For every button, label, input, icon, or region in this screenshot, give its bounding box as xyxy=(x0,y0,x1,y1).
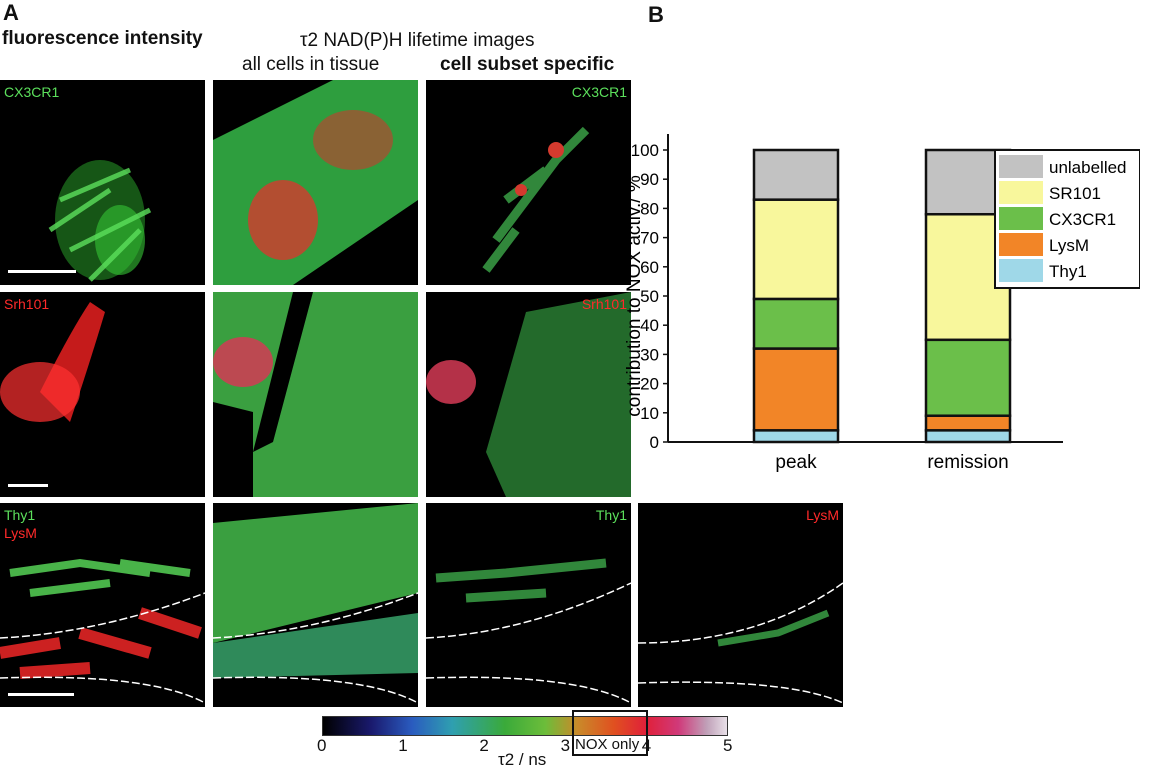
header-lifetime: τ2 NAD(P)H lifetime images xyxy=(300,30,535,51)
header-subset: cell subset specific xyxy=(440,54,615,75)
bar-segment-cx3cr1 xyxy=(924,338,1012,417)
colorbar-tick-label: 0 xyxy=(317,736,327,755)
legend-label: Thy1 xyxy=(1049,262,1087,281)
colorbar-tick-label: 5 xyxy=(723,736,733,755)
image-srh101-fluorescence: Srh101 xyxy=(0,292,205,497)
y-tick-label: 0 xyxy=(650,433,659,452)
lifetime-texture xyxy=(426,292,631,497)
colorbar-axis-label: τ2 / ns xyxy=(498,750,547,769)
colorbar-gradient xyxy=(322,716,728,736)
y-tick-label: 80 xyxy=(640,199,659,218)
bar-segment-thy1 xyxy=(752,429,840,444)
bar-segment-lysm xyxy=(924,414,1012,432)
nox-only-label: NOX only xyxy=(575,736,640,753)
image-subset-lysm: LysM xyxy=(638,503,843,707)
y-tick-label: 100 xyxy=(631,141,659,160)
image-all-cells-r2 xyxy=(213,292,418,497)
colorbar-tick-label: 1 xyxy=(398,736,408,755)
colorbar-tick-label: 3 xyxy=(560,736,571,755)
colorbar: NOX only xyxy=(322,710,728,756)
legend-label: LysM xyxy=(1049,236,1089,255)
legend-label: SR101 xyxy=(1049,184,1101,203)
label-thy1: Thy1 xyxy=(4,507,36,523)
lifetime-texture xyxy=(213,503,418,704)
y-axis-label: contribution to NOX activ./ % xyxy=(624,175,645,417)
bar-segment-cx3cr1 xyxy=(752,297,840,350)
fluor-texture xyxy=(0,302,105,422)
bar-segment-lysm xyxy=(752,347,840,432)
legend-swatch xyxy=(999,259,1043,282)
legend-swatch xyxy=(999,207,1043,230)
label-srh101: Srh101 xyxy=(4,296,50,312)
legend-label: unlabelled xyxy=(1049,158,1127,177)
label-thy1-subset: Thy1 xyxy=(595,507,627,523)
y-tick-label: 50 xyxy=(640,287,659,306)
panel-a-letter: A xyxy=(3,0,19,25)
lifetime-texture xyxy=(213,80,418,285)
x-category-label: peak xyxy=(775,452,817,473)
scale-bar xyxy=(8,270,76,273)
legend-label: CX3CR1 xyxy=(1049,210,1116,229)
legend-swatch xyxy=(999,181,1043,204)
scale-bar xyxy=(8,693,74,696)
legend-swatch xyxy=(999,155,1043,178)
y-tick-label: 60 xyxy=(640,258,659,277)
y-tick-label: 30 xyxy=(640,345,659,364)
image-all-cells-r1 xyxy=(213,80,418,285)
legend-swatch xyxy=(999,233,1043,256)
image-subset-r2: Srh101 xyxy=(426,292,631,497)
bar-segment-sr101 xyxy=(752,198,840,301)
header-fluorescence: fluorescence intensity xyxy=(2,28,203,49)
bar-segment-thy1 xyxy=(924,429,1012,444)
label-srh101-subset: Srh101 xyxy=(581,296,627,312)
y-tick-label: 90 xyxy=(640,170,659,189)
image-subset-thy1: Thy1 xyxy=(426,503,631,707)
y-tick-label: 10 xyxy=(640,404,659,423)
nox-only-box xyxy=(572,710,648,756)
lifetime-texture xyxy=(426,558,631,704)
image-all-cells-r3 xyxy=(213,503,418,707)
y-tick-label: 20 xyxy=(640,375,659,394)
fluor-texture xyxy=(48,160,152,282)
colorbar-tick-label: 4 xyxy=(641,736,652,755)
fluor-texture xyxy=(0,558,205,704)
panel-b-letter: B xyxy=(648,2,664,27)
image-cx3cr1-fluorescence: CX3CR1 xyxy=(0,80,205,285)
label-lysm: LysM xyxy=(4,525,37,541)
label-lysm-subset: LysM xyxy=(806,507,839,523)
image-subset-r1: CX3CR1 xyxy=(426,80,631,285)
bar-segment-unlabelled xyxy=(752,148,840,201)
image-thy1-lysm-fluorescence: Thy1 LysM xyxy=(0,503,205,707)
lifetime-texture xyxy=(213,292,418,497)
label-cx3cr1: CX3CR1 xyxy=(4,84,60,100)
header-all-cells: all cells in tissue xyxy=(242,54,380,75)
y-tick-label: 40 xyxy=(640,316,659,335)
lifetime-texture xyxy=(638,582,843,704)
lifetime-texture xyxy=(482,126,590,273)
scale-bar xyxy=(8,484,48,487)
label-cx3cr1-subset: CX3CR1 xyxy=(571,84,627,100)
stacked-bar-chart: 0 10 20 30 40 50 60 70 80 90 100 contribution to NO… xyxy=(624,134,1140,473)
x-category-label: remission xyxy=(927,452,1008,473)
colorbar-tick-label: 2 xyxy=(479,736,489,755)
y-tick-label: 70 xyxy=(640,229,659,248)
